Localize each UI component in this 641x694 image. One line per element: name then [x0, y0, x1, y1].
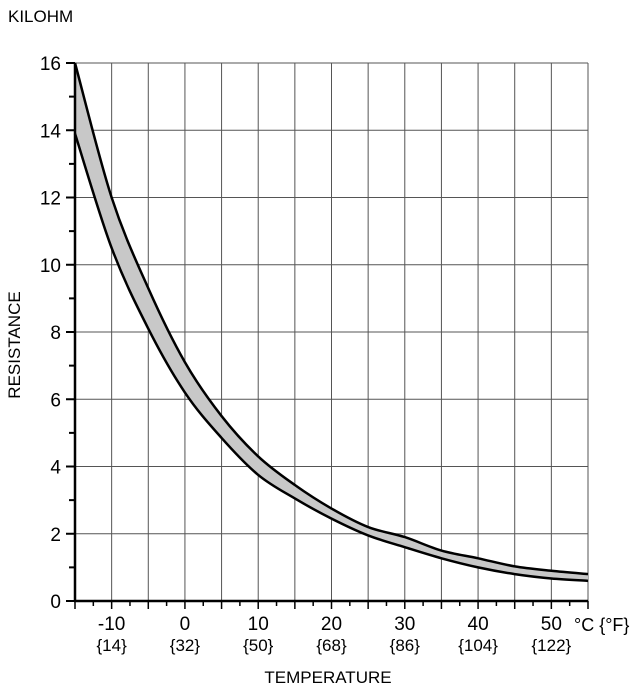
x-tick-label-celsius: -10 [98, 614, 125, 635]
y-tick-label: 0 [50, 592, 61, 613]
y-tick-label: 12 [40, 189, 61, 210]
grid [75, 62, 589, 601]
y-tick-label: 14 [40, 121, 62, 142]
x-tick-label-celsius: 20 [321, 614, 342, 635]
upper-limit-curve [73, 62, 589, 576]
x-tick-label-fahrenheit: {86} [390, 636, 421, 655]
x-tick-label-celsius: 10 [248, 614, 269, 635]
x-tick-label-celsius: 0 [180, 614, 191, 635]
y-tick-label: 8 [50, 323, 61, 344]
x-tick-label-fahrenheit: {68} [316, 636, 347, 655]
ticks: 0246810121416-10{14}0{32}10{50}20{68}30{… [40, 54, 589, 655]
band [73, 62, 589, 583]
x-tick-label-celsius: 50 [541, 614, 562, 635]
y-tick-label: 4 [50, 458, 61, 479]
x-tick-label-fahrenheit: {104} [458, 636, 498, 655]
y-tick-label: 16 [40, 54, 61, 75]
unit-label: KILOHM [8, 7, 73, 26]
x-tick-label-fahrenheit: {122} [531, 636, 571, 655]
y-tick-label: 6 [50, 390, 61, 411]
y-tick-label: 10 [40, 256, 61, 277]
x-unit-label: °C {°F} [574, 615, 629, 635]
lower-limit-curve [73, 133, 589, 583]
x-tick-label-fahrenheit: {32} [170, 636, 201, 655]
x-tick-label-fahrenheit: {14} [97, 636, 128, 655]
x-tick-label-celsius: 40 [468, 614, 489, 635]
y-axis-label: RESISTANCE [5, 291, 24, 398]
x-tick-label-celsius: 30 [394, 614, 415, 635]
x-axis-label: TEMPERATURE [264, 668, 391, 687]
y-tick-label: 2 [50, 525, 61, 546]
x-tick-label-fahrenheit: {50} [243, 636, 274, 655]
